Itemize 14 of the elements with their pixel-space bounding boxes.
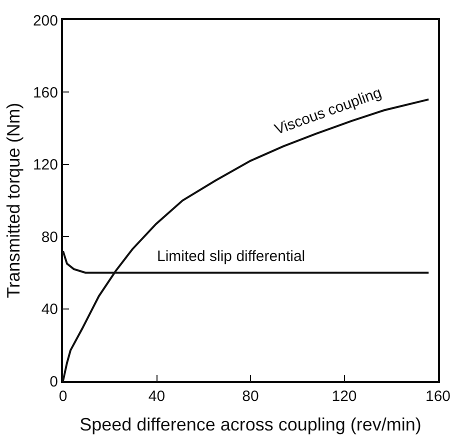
series-label: Limited slip differential bbox=[157, 248, 306, 265]
x-tick-label: 80 bbox=[242, 388, 259, 405]
x-axis-title: Speed difference across coupling (rev/min) bbox=[80, 414, 422, 435]
y-tick-label: 200 bbox=[32, 12, 58, 30]
x-tick-label: 160 bbox=[425, 388, 451, 405]
y-tick-label: 80 bbox=[41, 228, 58, 246]
x-tick-label: 40 bbox=[148, 388, 166, 405]
y-tick-label: 120 bbox=[32, 156, 58, 174]
y-tick-label: 160 bbox=[32, 84, 58, 102]
y-tick-label: 40 bbox=[41, 301, 58, 318]
y-tick-label: 0 bbox=[50, 373, 58, 390]
y-axis-title: Transmitted torque (Nm) bbox=[4, 102, 24, 298]
text: Viscous coupling bbox=[272, 84, 384, 138]
x-tick-label: 120 bbox=[332, 388, 357, 405]
